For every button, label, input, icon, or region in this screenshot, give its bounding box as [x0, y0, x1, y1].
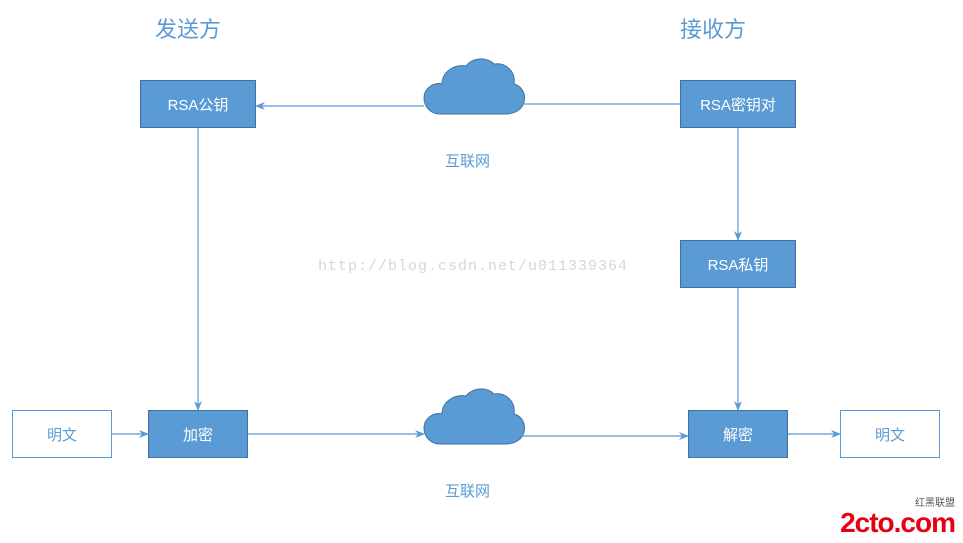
cloud-top-label: 互联网 — [445, 150, 490, 171]
logo-suffix: .com — [894, 507, 955, 538]
logo-2cto: 红黑联盟 2cto.com — [840, 499, 955, 537]
receiver-title: 接收方 — [680, 12, 746, 44]
cloud_bottom-icon — [424, 389, 525, 444]
cloud_top-icon — [424, 59, 525, 114]
node-rsa-pubkey: RSA公钥 — [140, 80, 256, 128]
node-plaintext-left: 明文 — [12, 410, 112, 458]
node-rsa-keypair: RSA密钥对 — [680, 80, 796, 128]
watermark-text: http://blog.csdn.net/u011339364 — [318, 258, 628, 275]
logo-main: 2cto — [840, 507, 894, 538]
node-plaintext-right: 明文 — [840, 410, 940, 458]
cloud-bottom-label: 互联网 — [445, 480, 490, 501]
node-encrypt: 加密 — [148, 410, 248, 458]
node-rsa-privkey: RSA私钥 — [680, 240, 796, 288]
sender-title: 发送方 — [155, 12, 221, 44]
node-decrypt: 解密 — [688, 410, 788, 458]
